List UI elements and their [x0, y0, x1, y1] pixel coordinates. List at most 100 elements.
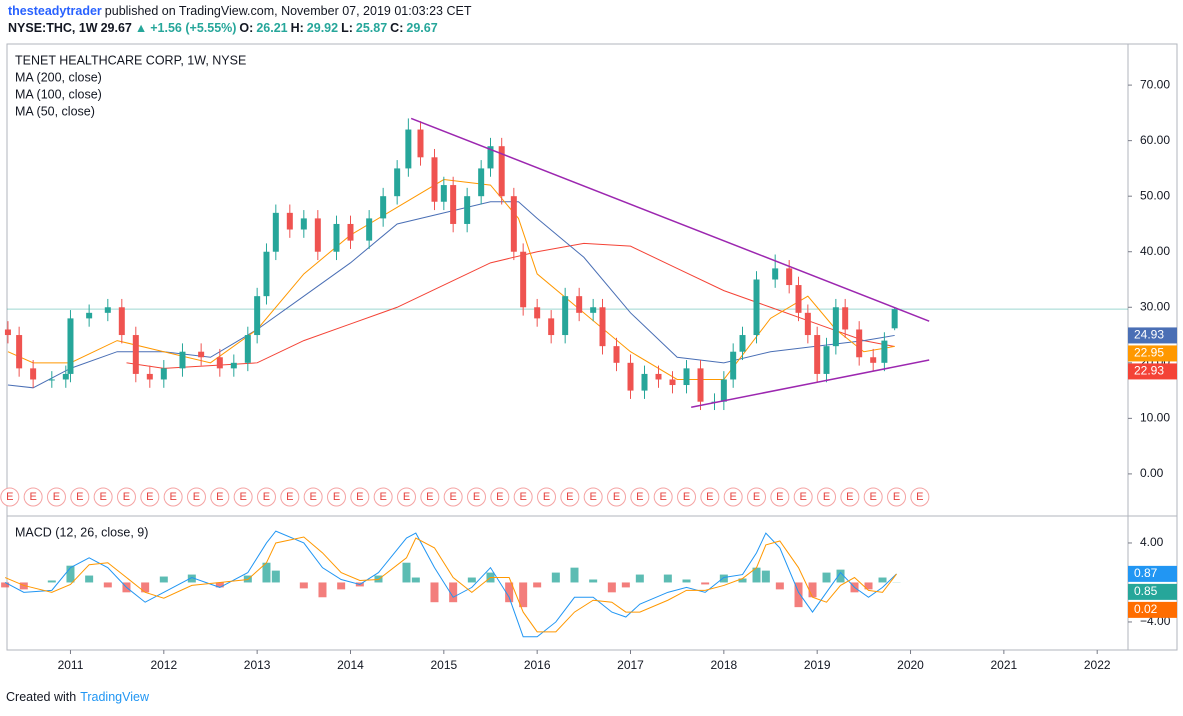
histogram-bar — [701, 582, 710, 585]
earnings-marker — [770, 487, 790, 507]
candle-body — [498, 146, 505, 197]
earnings-marker — [700, 487, 720, 507]
candle — [48, 371, 55, 388]
o-label: O: — [239, 21, 254, 35]
candle-body — [263, 251, 270, 297]
earnings-label: E — [239, 491, 246, 503]
histogram-bar — [467, 577, 476, 583]
histogram-bar — [262, 562, 271, 583]
earnings-label: E — [496, 491, 503, 503]
histogram-bar — [411, 577, 420, 583]
candle-body — [683, 368, 690, 386]
candle-body — [795, 285, 802, 313]
earnings-marker — [256, 487, 276, 507]
earnings-marker — [536, 487, 556, 507]
earnings-label: E — [29, 491, 36, 503]
earnings-label: E — [449, 491, 456, 503]
ma-line — [7, 201, 895, 389]
candle-body — [394, 168, 401, 197]
badge-label: 0.02 — [1134, 602, 1158, 616]
earnings-marker — [793, 487, 813, 507]
candle — [146, 365, 153, 388]
brand[interactable]: TradingView — [80, 690, 149, 704]
candle-body — [510, 196, 517, 252]
x-tick-label: 2013 — [244, 658, 271, 672]
histogram-bar — [752, 567, 761, 583]
l-label: L: — [341, 21, 353, 35]
candle-body — [450, 185, 457, 224]
price-badge — [1128, 565, 1177, 582]
histogram-bar — [66, 565, 75, 583]
price-badge — [1128, 601, 1177, 618]
badge-label: 0.87 — [1134, 566, 1158, 580]
arrow: ▲ — [134, 21, 148, 35]
histogram-bar — [533, 582, 542, 588]
candle — [216, 348, 223, 377]
candle — [272, 204, 279, 261]
legend-entry: MA (200, close) — [15, 70, 102, 84]
earnings-label: E — [916, 491, 923, 503]
earnings-marker — [46, 487, 66, 507]
badge-label: 22.93 — [1134, 364, 1164, 378]
histogram-bar — [402, 562, 411, 583]
candle — [576, 287, 583, 322]
earnings-marker — [373, 487, 393, 507]
candle-body — [366, 218, 373, 241]
candle-body — [641, 373, 648, 391]
high: 29.92 — [306, 21, 339, 35]
histogram-bar — [141, 582, 150, 593]
candle — [613, 337, 620, 372]
histogram-bar — [187, 574, 196, 583]
candle-body — [720, 379, 727, 402]
candle-body — [16, 335, 23, 369]
candle — [881, 332, 888, 372]
candle-body — [590, 307, 597, 313]
earnings-label: E — [53, 491, 60, 503]
earnings-label: E — [6, 491, 13, 503]
candle — [870, 348, 877, 372]
candle — [333, 215, 340, 261]
earnings-marker — [560, 487, 580, 507]
y-tick-label: 60.00 — [1140, 133, 1170, 147]
y-tick-label: 0.00 — [1140, 466, 1164, 480]
chart: 70.0060.0050.0040.0030.0020.0010.000.00E… — [0, 43, 1178, 672]
histogram-bar — [337, 582, 346, 590]
candle-body — [804, 312, 811, 336]
y-tick-label: 50.00 — [1140, 188, 1170, 202]
candle-body — [4, 329, 11, 336]
earnings-marker — [303, 487, 323, 507]
candle-body — [86, 312, 93, 319]
badge-label: 22.95 — [1134, 346, 1164, 360]
earnings-marker — [420, 487, 440, 507]
candle — [67, 310, 74, 383]
candle — [739, 326, 746, 361]
earnings-marker — [887, 487, 907, 507]
macd-line — [4, 530, 897, 638]
signal-line — [4, 536, 897, 633]
x-tick-label: 2012 — [150, 658, 177, 672]
candle — [230, 354, 237, 377]
candle — [132, 326, 139, 383]
change: +1.56 (+5.55%) — [150, 21, 237, 35]
y-tick-label: 10.00 — [1140, 411, 1170, 425]
earnings-marker — [817, 487, 837, 507]
last: 29.67 — [100, 21, 132, 35]
histogram-bar — [822, 572, 831, 583]
candle-body — [440, 185, 447, 202]
author[interactable]: thesteadytrader — [8, 4, 102, 18]
candle — [534, 298, 541, 327]
candle-body — [230, 362, 237, 369]
candle — [478, 160, 485, 205]
candle — [891, 307, 898, 331]
candle-body — [823, 346, 830, 374]
candle-body — [520, 251, 527, 308]
earnings-marker — [466, 487, 486, 507]
histogram-bar — [299, 582, 308, 589]
earnings-label: E — [800, 491, 807, 503]
candle — [669, 371, 676, 394]
earnings-marker — [0, 487, 20, 507]
x-tick-label: 2021 — [991, 658, 1018, 672]
earnings-label: E — [309, 491, 316, 503]
published: published on TradingView.com, November 0… — [104, 4, 472, 18]
chart-title: TENET HEALTHCARE CORP, 1W, NYSE — [15, 53, 246, 67]
